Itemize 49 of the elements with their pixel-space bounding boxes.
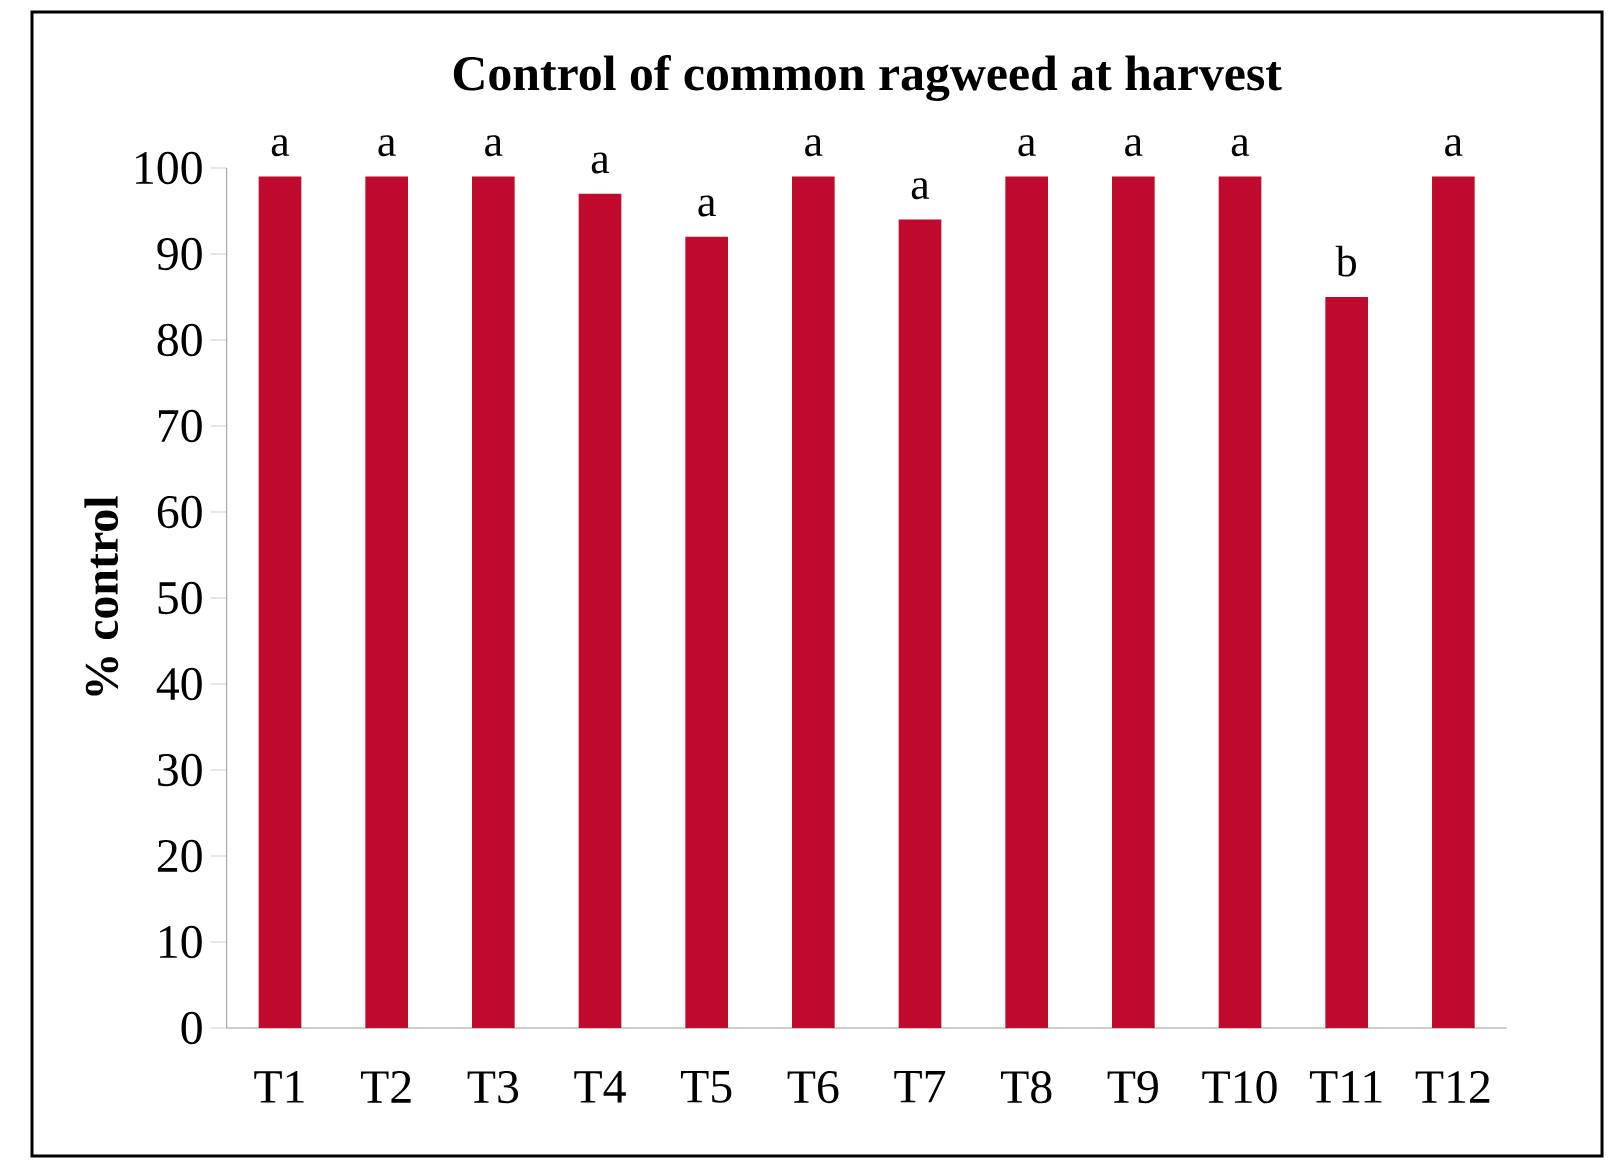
- x-tick-label: T7: [894, 1071, 946, 1103]
- y-tick-label: 60: [157, 495, 202, 529]
- y-tick-label: 10: [160, 925, 202, 959]
- y-axis-title: % control: [84, 496, 119, 696]
- x-tick-label: T11: [1309, 1071, 1382, 1103]
- bar: [578, 193, 622, 1028]
- chart-title: Control of common ragweed at harvest: [453, 54, 1282, 101]
- annotation: a: [1231, 135, 1250, 157]
- annotation: b: [1335, 245, 1356, 277]
- bar: [685, 236, 729, 1028]
- annotation: a: [1018, 135, 1036, 157]
- annotation: a: [1445, 135, 1463, 157]
- x-tick-label: T9: [1107, 1071, 1158, 1104]
- y-tick-label: 70: [158, 409, 202, 443]
- bar: [1218, 176, 1262, 1028]
- y-tick-label: 50: [158, 581, 202, 615]
- y-tick-label: 20: [157, 839, 202, 873]
- y-tick-label: 80: [157, 323, 202, 357]
- bar: [365, 176, 408, 1028]
- y-tick-label: 100: [136, 151, 202, 185]
- annotation: a: [591, 152, 610, 174]
- x-tick-label: T6: [787, 1071, 839, 1104]
- bar: [1432, 176, 1475, 1028]
- bar: [792, 176, 835, 1028]
- bar: [258, 176, 302, 1028]
- x-tick-label: T10: [1202, 1071, 1277, 1104]
- x-tick-label: T12: [1415, 1071, 1490, 1103]
- y-tick-label: 90: [157, 237, 202, 271]
- x-tick-label: T5: [680, 1071, 732, 1103]
- bar: [898, 219, 942, 1028]
- x-tick-label: T1: [254, 1071, 304, 1103]
- annotation: a: [1125, 135, 1143, 157]
- x-tick-label: T4: [574, 1071, 626, 1103]
- annotation: a: [698, 195, 716, 217]
- annotation: a: [485, 135, 503, 157]
- y-tick-label: 40: [156, 667, 202, 701]
- annotation: a: [378, 135, 396, 157]
- annotation: a: [805, 135, 823, 157]
- bar: [472, 176, 515, 1028]
- bar: [1112, 176, 1155, 1028]
- x-tick-label: T2: [360, 1071, 411, 1103]
- bar: [1325, 296, 1369, 1028]
- bar: [1005, 176, 1049, 1028]
- y-tick-label: 0: [181, 1011, 202, 1045]
- x-tick-label: T3: [467, 1071, 519, 1104]
- x-tick-label: T8: [1000, 1071, 1052, 1104]
- y-tick-label: 30: [158, 753, 202, 787]
- annotation: a: [911, 178, 930, 200]
- annotation: a: [271, 135, 290, 157]
